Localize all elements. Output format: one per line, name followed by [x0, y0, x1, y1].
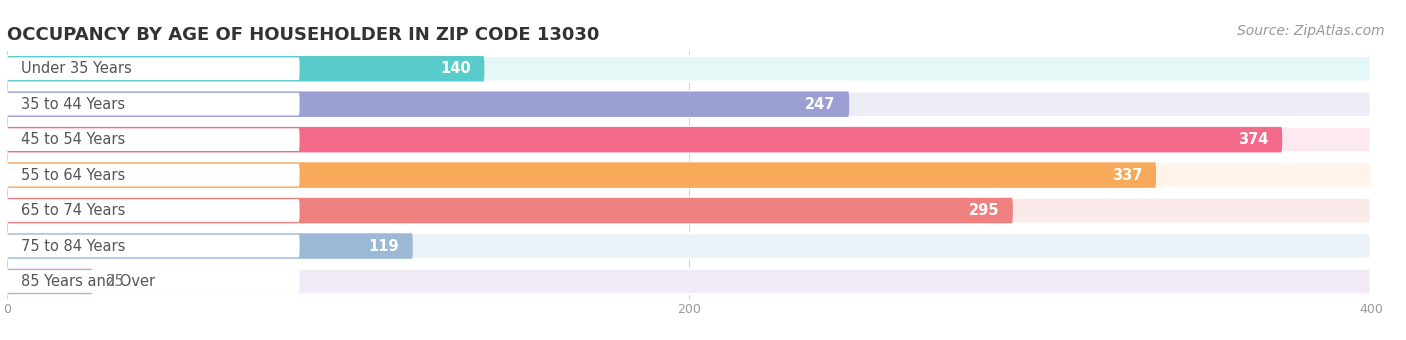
FancyBboxPatch shape — [7, 127, 1371, 152]
FancyBboxPatch shape — [7, 198, 1012, 223]
FancyBboxPatch shape — [7, 162, 1371, 188]
Text: 374: 374 — [1239, 132, 1268, 147]
Text: 75 to 84 Years: 75 to 84 Years — [21, 239, 125, 254]
Text: OCCUPANCY BY AGE OF HOUSEHOLDER IN ZIP CODE 13030: OCCUPANCY BY AGE OF HOUSEHOLDER IN ZIP C… — [7, 26, 599, 44]
FancyBboxPatch shape — [7, 269, 1371, 294]
FancyBboxPatch shape — [7, 269, 93, 294]
Text: 25: 25 — [105, 274, 125, 289]
Text: 337: 337 — [1112, 168, 1143, 183]
FancyBboxPatch shape — [7, 56, 1371, 82]
FancyBboxPatch shape — [7, 233, 1371, 259]
FancyBboxPatch shape — [7, 198, 1371, 223]
FancyBboxPatch shape — [0, 93, 299, 116]
FancyBboxPatch shape — [7, 233, 413, 259]
Text: 247: 247 — [806, 97, 835, 112]
FancyBboxPatch shape — [0, 270, 299, 293]
FancyBboxPatch shape — [0, 57, 299, 80]
FancyBboxPatch shape — [0, 128, 299, 151]
FancyBboxPatch shape — [7, 162, 1156, 188]
Text: Source: ZipAtlas.com: Source: ZipAtlas.com — [1237, 24, 1385, 38]
Text: Under 35 Years: Under 35 Years — [21, 61, 131, 76]
Text: 65 to 74 Years: 65 to 74 Years — [21, 203, 125, 218]
FancyBboxPatch shape — [7, 56, 484, 82]
FancyBboxPatch shape — [0, 164, 299, 186]
FancyBboxPatch shape — [0, 199, 299, 222]
FancyBboxPatch shape — [7, 91, 1371, 117]
Text: 119: 119 — [368, 239, 399, 254]
Text: 35 to 44 Years: 35 to 44 Years — [21, 97, 125, 112]
Text: 295: 295 — [969, 203, 1000, 218]
FancyBboxPatch shape — [0, 235, 299, 257]
FancyBboxPatch shape — [7, 91, 849, 117]
FancyBboxPatch shape — [7, 127, 1282, 152]
Text: 55 to 64 Years: 55 to 64 Years — [21, 168, 125, 183]
Text: 140: 140 — [440, 61, 471, 76]
Text: 45 to 54 Years: 45 to 54 Years — [21, 132, 125, 147]
Text: 85 Years and Over: 85 Years and Over — [21, 274, 155, 289]
